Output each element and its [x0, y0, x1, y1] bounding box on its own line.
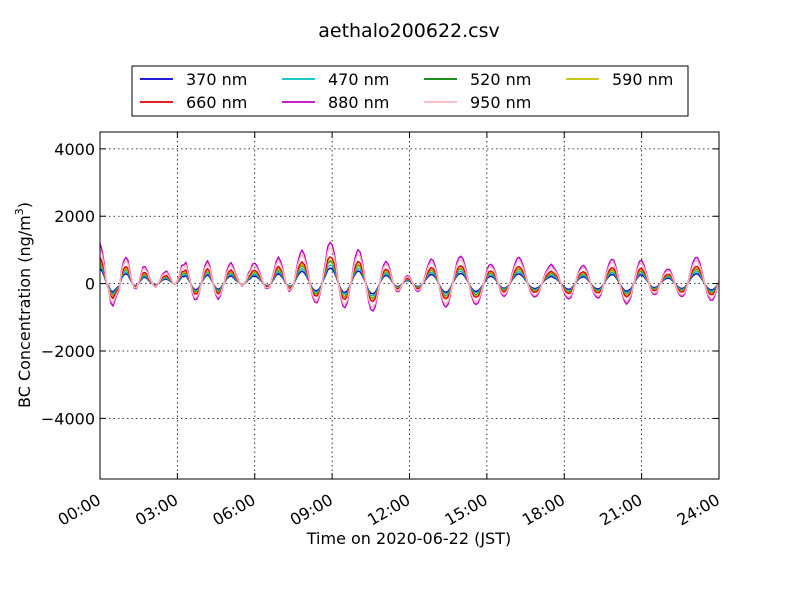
x-tick-label: 06:00 — [209, 490, 258, 530]
legend-label: 880 nm — [328, 93, 389, 112]
y-axis-label: BC Concentration (ng/m3) — [13, 202, 34, 408]
y-tick-label: −4000 — [41, 409, 95, 428]
x-tick-label: 15:00 — [441, 490, 490, 530]
legend-frame — [131, 65, 689, 117]
y-tick-label: 2000 — [54, 207, 95, 226]
plot-frame — [99, 131, 720, 480]
chart-title: aethalo200622.csv — [318, 20, 500, 42]
series-lines — [100, 241, 719, 312]
x-tick-label: 21:00 — [596, 490, 645, 530]
grid — [100, 132, 719, 479]
x-tick-label: 09:00 — [287, 490, 336, 530]
series-line-950-nm — [100, 247, 719, 309]
y-tick-label: 4000 — [54, 140, 95, 159]
x-tick-label: 00:00 — [55, 490, 104, 530]
legend-label: 370 nm — [186, 70, 247, 89]
legend-label: 660 nm — [186, 93, 247, 112]
x-axis-label: Time on 2020-06-22 (JST) — [306, 529, 511, 548]
y-tick-label: −2000 — [41, 342, 95, 361]
series-line-880-nm — [100, 241, 719, 312]
axis-ticks: 00:00 03:00 06:00 09:00 12:00 15:00 18:00 21:00… — [41, 132, 723, 530]
legend: 370 nm 470 nm 520 nm 590 nm 660 nm 880 nm 950 … — [131, 65, 689, 117]
legend-label: 520 nm — [470, 70, 531, 89]
x-tick-label: 03:00 — [132, 490, 181, 530]
x-tick-label: 12:00 — [364, 490, 413, 530]
x-tick-label: 24:00 — [674, 490, 723, 530]
legend-label: 950 nm — [470, 93, 531, 112]
legend-label: 590 nm — [612, 70, 673, 89]
y-tick-label: 0 — [85, 275, 95, 294]
legend-label: 470 nm — [328, 70, 389, 89]
x-tick-label: 18:00 — [519, 490, 568, 530]
plot-area: 00:00 03:00 06:00 09:00 12:00 15:00 18:00 21:00… — [41, 131, 723, 530]
